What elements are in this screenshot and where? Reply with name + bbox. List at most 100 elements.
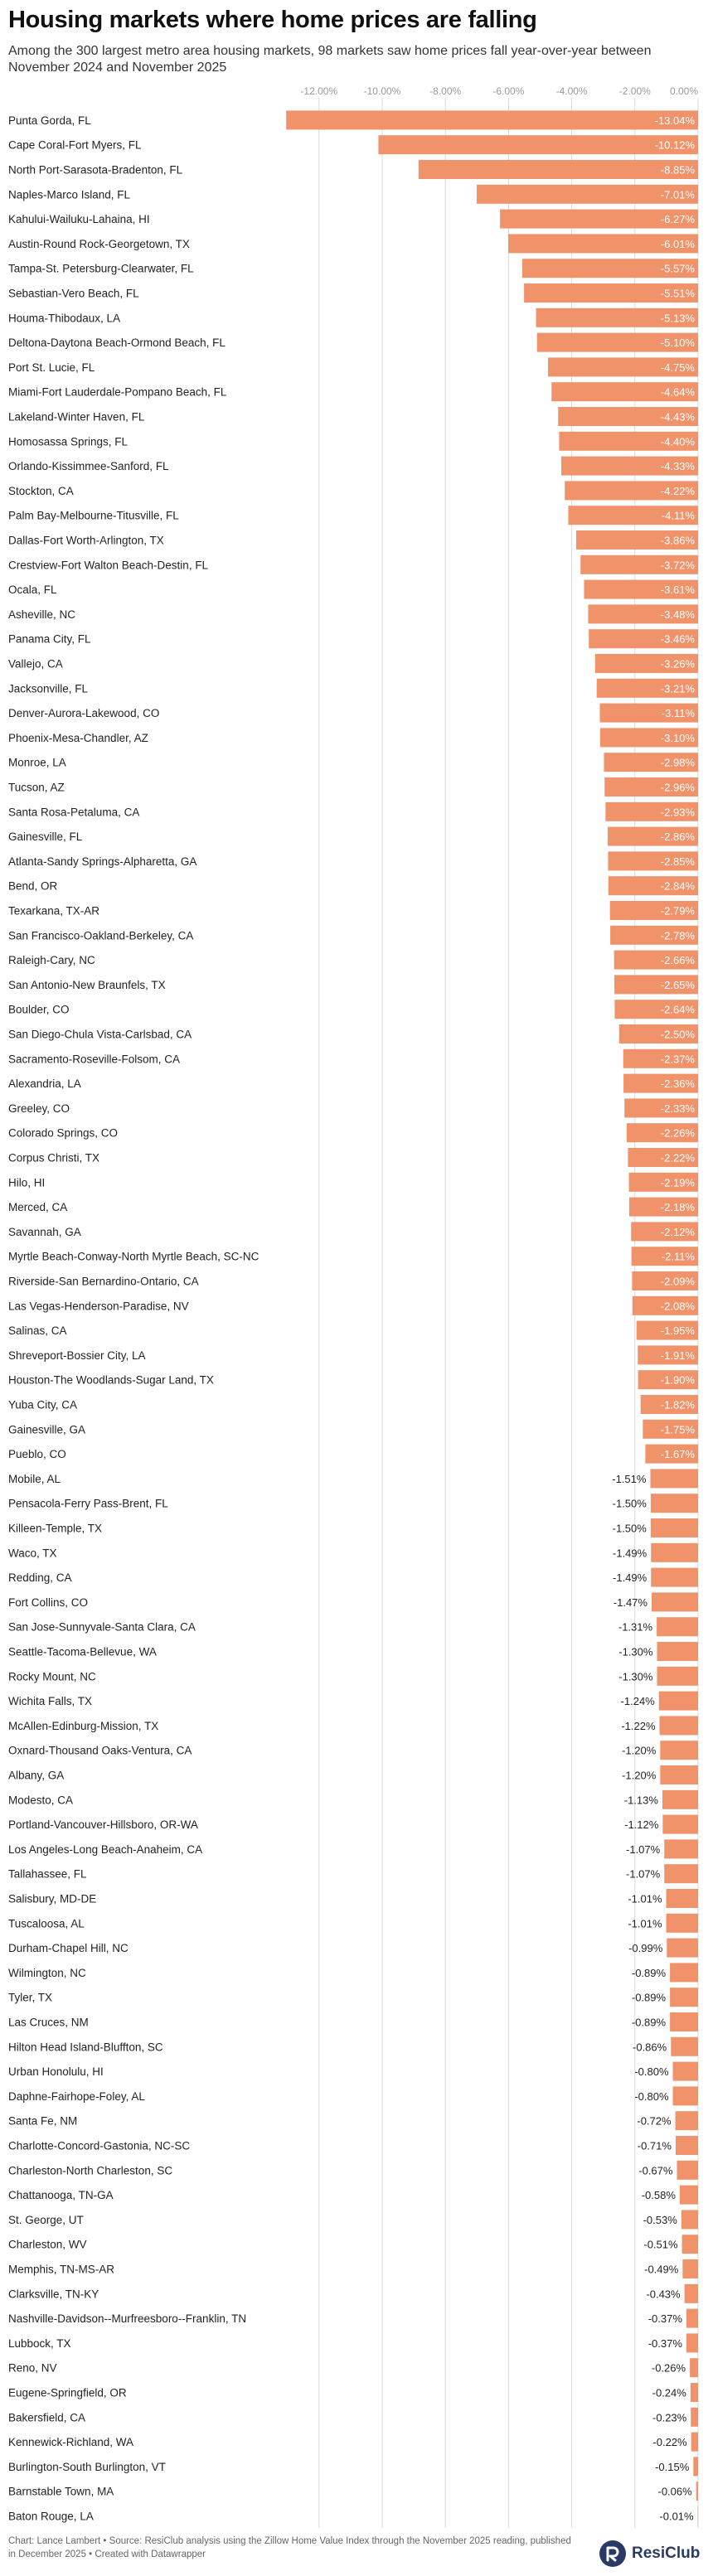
bar-value-label: -2.36% [661,1077,696,1090]
category-label: Yuba City, CA [8,1399,77,1411]
category-label: Homosassa Springs, FL [8,435,129,448]
bar [672,2061,698,2081]
bar-value-label: -3.48% [661,608,696,621]
bar [561,456,698,476]
bar-value-label: -1.95% [661,1324,696,1337]
category-label: Hilo, HI [8,1176,45,1189]
bar-value-label: -1.20% [622,1745,657,1757]
x-tick-label: -12.00% [300,85,337,97]
bar [558,407,698,426]
resiclub-logo-text: ResiClub [632,2545,701,2562]
category-label: Charleston, WV [8,2239,87,2251]
bar-value-label: -0.80% [634,2065,669,2078]
bar-value-label: -6.01% [661,238,696,250]
bar-value-label: -0.99% [628,1942,663,1954]
bar [651,1592,698,1612]
category-label: Raleigh-Cary, NC [8,954,95,966]
bar-value-label: -2.08% [661,1300,696,1312]
bar-value-label: -4.40% [661,435,696,448]
bar [690,2383,698,2402]
bar-chart: -12.00% -10.00% -8.00% -6.00% -4.00% -2.00% 0.… [8,85,699,2528]
category-label: St. George, UT [8,2214,84,2226]
category-label: Pueblo, CO [8,1448,66,1460]
bar [418,160,698,179]
category-label: Modesto, CA [8,1794,73,1806]
bar [568,506,698,525]
bar-value-label: -0.49% [644,2264,679,2276]
category-label: Tampa-St. Petersburg-Clearwater, FL [8,263,194,275]
bar [660,1741,698,1760]
bar [691,2407,698,2427]
bar-value-label: -1.51% [612,1473,647,1485]
bar-value-label: -2.64% [661,1004,696,1016]
category-label: Kennewick-Richland, WA [8,2436,133,2448]
category-label: Reno, NV [8,2362,57,2375]
category-label: Asheville, NC [8,608,75,621]
category-label: Sebastian-Vero Beach, FL [8,288,139,300]
bar-value-label: -1.82% [661,1399,696,1411]
bar-value-label: -7.01% [661,188,696,201]
bar [565,481,698,501]
category-label: Daphne-Fairhope-Foley, AL [8,2090,145,2103]
bar-value-label: -1.49% [613,1571,648,1584]
bar [614,950,698,970]
category-label: Vallejo, CA [8,658,63,671]
bar-value-label: -1.07% [626,1843,661,1856]
bar-value-label: -5.57% [661,263,696,275]
bar [670,2012,698,2031]
bar-value-label: -4.11% [662,510,696,522]
bar-value-label: -1.01% [628,1893,662,1905]
bar-value-label: -2.09% [661,1276,696,1288]
category-label: Burlington-South Burlington, VT [8,2461,166,2473]
bar [604,777,698,797]
category-label: Tuscaloosa, AL [8,1917,85,1930]
bar [650,1494,698,1513]
bar-value-label: -0.58% [642,2189,677,2201]
bar-value-label: -1.49% [613,1547,648,1559]
bar [664,1864,698,1884]
bar-value-label: -1.07% [626,1868,661,1881]
bar [632,1295,698,1315]
bar [624,1098,698,1118]
bar-value-label: -0.80% [634,2090,669,2103]
resiclub-logo-icon [599,2540,626,2567]
bar-value-label: -2.33% [661,1102,696,1115]
category-label: Riverside-San Bernardino-Ontario, CA [8,1276,199,1288]
bar [682,2259,698,2278]
bar-value-label: -5.13% [661,312,696,324]
resiclub-logo: ResiClub [599,2540,700,2568]
category-label: Sacramento-Roseville-Folsom, CA [8,1053,180,1065]
bar-value-label: -0.22% [652,2436,687,2448]
bar [632,1271,698,1290]
category-label: Chattanooga, TN-GA [8,2189,114,2201]
bar [697,2506,699,2525]
category-label: Barnstable Town, MA [8,2486,114,2498]
bar-value-label: -2.11% [662,1251,696,1263]
bar [645,1444,698,1464]
bar [662,1814,698,1834]
bar-value-label: -2.19% [661,1176,696,1189]
bar-value-label: -2.98% [661,757,696,769]
bar [679,2185,698,2205]
category-label: Port St. Lucie, FL [8,361,95,374]
bar [638,1345,698,1365]
category-label: Denver-Aurora-Lakewood, CO [8,707,159,719]
category-label: Houma-Thibodaux, LA [8,312,120,324]
bar [548,357,698,377]
category-label: Salisbury, MD-DE [8,1893,96,1905]
category-label: Santa Fe, NM [8,2115,77,2128]
bar-value-label: -1.50% [613,1498,648,1510]
bar [609,901,698,920]
bar [666,1913,698,1933]
bar-value-label: -2.78% [661,929,696,942]
category-label: Corpus Christi, TX [8,1152,99,1165]
category-label: Tallahassee, FL [8,1868,87,1881]
category-label: Deltona-Daytona Beach-Ormond Beach, FL [8,337,226,349]
x-tick-label: -6.00% [492,85,524,97]
bar [686,2333,698,2353]
bar [667,1938,698,1958]
bar [626,1123,698,1143]
bar [604,753,698,772]
bar-value-label: -2.50% [661,1029,696,1041]
bar [657,1666,698,1686]
